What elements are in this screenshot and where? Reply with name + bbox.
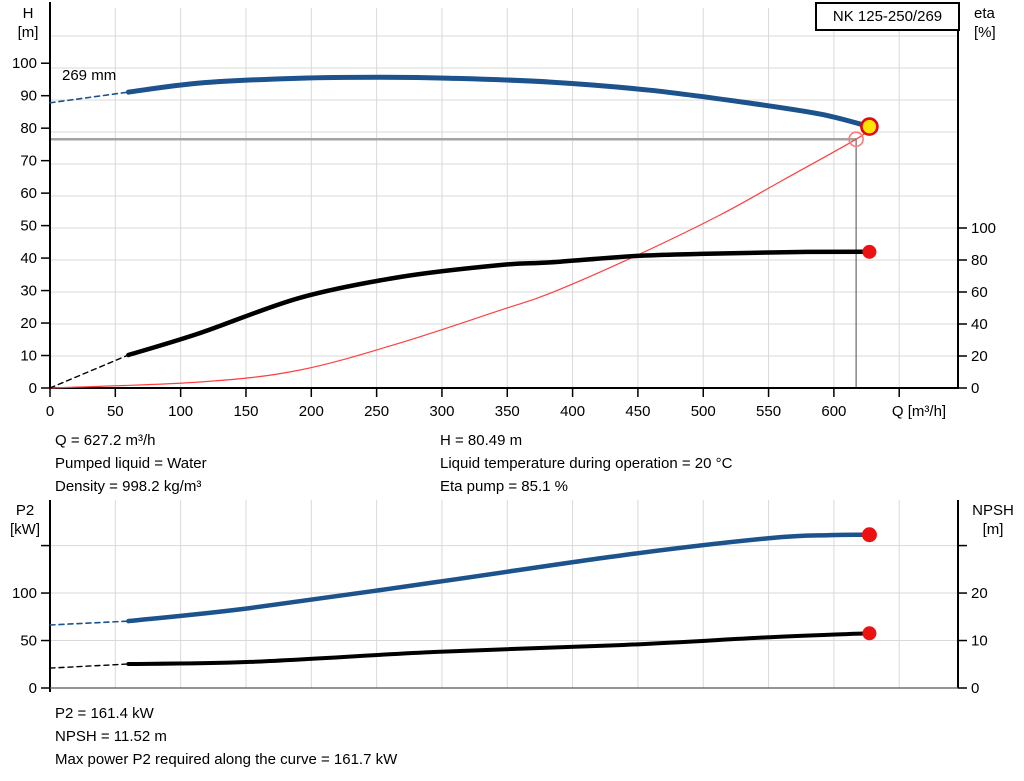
head-curve-extrapolated bbox=[49, 91, 130, 104]
qh-chart-tick-label-x: 100 bbox=[168, 403, 193, 420]
eta-curve bbox=[126, 249, 872, 358]
npsh-duty-point bbox=[862, 626, 877, 641]
qh-chart-tick-label-left: 100 bbox=[12, 55, 37, 72]
qh-chart-tick-label-left: 30 bbox=[20, 283, 37, 300]
info-eta: Eta pump = 85.1 % bbox=[440, 478, 568, 495]
qh-chart-tick-label-x: 600 bbox=[821, 403, 846, 420]
qh-chart-tick-label-right: 80 bbox=[971, 252, 988, 269]
info-head: H = 80.49 m bbox=[440, 432, 523, 449]
p2-npsh-chart-tick-label-left: 50 bbox=[20, 633, 37, 650]
p2-axis-label: P2 [kW] bbox=[2, 501, 48, 539]
p2-npsh-chart-tick-label-right: 10 bbox=[971, 633, 988, 650]
info-max-power: Max power P2 required along the curve = … bbox=[55, 751, 398, 768]
p2-npsh-chart-tick-label-left: 100 bbox=[12, 585, 37, 602]
duty-point[interactable] bbox=[860, 117, 879, 136]
npsh-curve bbox=[126, 631, 872, 666]
p2-curve-extrapolated bbox=[49, 620, 130, 626]
qh-chart-tick-label-right: 0 bbox=[971, 380, 979, 397]
p2-npsh-chart-tick-label-right: 0 bbox=[971, 680, 979, 697]
qh-chart-tick-label-x: 550 bbox=[756, 403, 781, 420]
qh-chart-tick-label-x: 400 bbox=[560, 403, 585, 420]
h-axis-label: H [m] bbox=[6, 4, 50, 42]
head-curve bbox=[125, 74, 872, 130]
eta-axis-label-line2: [%] bbox=[974, 24, 996, 41]
qh-chart-tick-label-left: 90 bbox=[20, 88, 37, 105]
qh-chart-tick-label-x: 450 bbox=[625, 403, 650, 420]
npsh-curve-extrapolated bbox=[49, 663, 130, 669]
eta-axis-label-line1: eta bbox=[974, 5, 995, 22]
qh-chart-tick-label-x: 150 bbox=[233, 403, 258, 420]
npsh-axis-label: NPSH [m] bbox=[964, 501, 1022, 539]
qh-chart-tick-label-x: 300 bbox=[429, 403, 454, 420]
info-density: Density = 998.2 kg/m³ bbox=[55, 478, 202, 495]
p2-npsh-chart-tick-label-right: 20 bbox=[971, 585, 988, 602]
qh-chart-tick-label-left: 70 bbox=[20, 153, 37, 170]
eta-axis-label: eta [%] bbox=[974, 4, 1022, 42]
duty-info-right: H = 80.49 m Liquid temperature during op… bbox=[440, 429, 732, 498]
eta-duty-point bbox=[862, 244, 877, 259]
qh-chart-tick-label-right: 40 bbox=[971, 316, 988, 333]
pump-type-box: NK 125-250/269 bbox=[815, 2, 960, 31]
qh-chart-tick-label-x: 50 bbox=[107, 403, 124, 420]
h-axis-label-line1: H bbox=[22, 5, 34, 22]
qh-chart-tick-label-left: 40 bbox=[20, 250, 37, 267]
qh-chart-tick-label-right: 100 bbox=[971, 220, 996, 237]
p2-axis-label-line1: P2 bbox=[15, 502, 35, 519]
qh-chart-tick-label-left: 0 bbox=[29, 380, 37, 397]
qh-chart-tick-label-x: 250 bbox=[364, 403, 389, 420]
npsh-axis-label-line2: [m] bbox=[982, 521, 1004, 538]
p2-axis-label-line2: [kW] bbox=[10, 521, 40, 538]
duty-info-left: Q = 627.2 m³/h Pumped liquid = Water Den… bbox=[55, 429, 207, 498]
qh-chart-tick-label-left: 20 bbox=[20, 315, 37, 332]
duty-point-requested[interactable] bbox=[848, 131, 864, 148]
impeller-diameter-label: 269 mm bbox=[62, 67, 117, 84]
qh-chart-tick-label-x: 350 bbox=[495, 403, 520, 420]
p2-duty-point bbox=[861, 527, 877, 543]
qh-chart-tick-label-left: 60 bbox=[20, 185, 37, 202]
qh-chart-tick-label-x: 0 bbox=[46, 403, 54, 420]
p2-curve bbox=[126, 532, 872, 624]
qh-chart-tick-label-left: 50 bbox=[20, 218, 37, 235]
qh-chart-tick-label-right: 60 bbox=[971, 284, 988, 301]
p2-npsh-chart-tick-label-left: 0 bbox=[29, 680, 37, 697]
qh-chart-tick-label-x: 500 bbox=[691, 403, 716, 420]
info-temperature: Liquid temperature during operation = 20… bbox=[440, 455, 733, 472]
qh-chart-tick-label-left: 10 bbox=[20, 348, 37, 365]
h-axis-label-line2: [m] bbox=[17, 24, 39, 41]
info-npsh: NPSH = 11.52 m bbox=[55, 728, 167, 745]
info-liquid: Pumped liquid = Water bbox=[55, 455, 207, 472]
qh-chart-tick-label-right: 20 bbox=[971, 348, 988, 365]
q-axis-label: Q [m³/h] bbox=[892, 403, 946, 420]
info-p2: P2 = 161.4 kW bbox=[55, 705, 154, 722]
eta-curve-extrapolated bbox=[49, 354, 130, 389]
info-flow: Q = 627.2 m³/h bbox=[55, 432, 156, 449]
power-info: P2 = 161.4 kW NPSH = 11.52 m Max power P… bbox=[55, 702, 397, 771]
qh-chart-tick-label-left: 80 bbox=[20, 120, 37, 137]
system-curve bbox=[49, 127, 870, 389]
npsh-axis-label-line1: NPSH bbox=[972, 502, 1014, 519]
qh-chart-tick-label-x: 200 bbox=[299, 403, 324, 420]
